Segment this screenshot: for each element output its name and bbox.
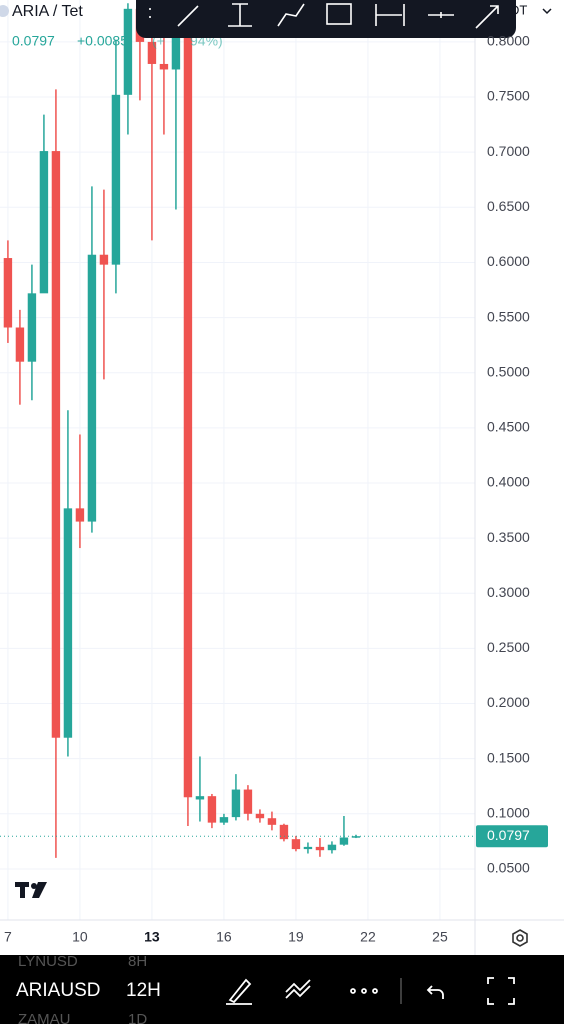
- tv-logo: [15, 882, 47, 898]
- candle-body: [279, 824, 289, 840]
- interval-selector[interactable]: 12H: [126, 980, 161, 1001]
- ghost-symbol: LYNUSD: [18, 953, 78, 970]
- y-tick-label: 0.0500: [487, 860, 530, 876]
- bottom-bar: [0, 955, 564, 1024]
- candle-body: [315, 846, 325, 851]
- x-tick-label: 16: [216, 929, 232, 945]
- vertical-tool[interactable]: [228, 3, 252, 27]
- candle-body: [303, 846, 313, 850]
- y-tick-label: 0.5000: [487, 363, 530, 379]
- x-tick-label: 19: [288, 929, 304, 945]
- x-tick-label: 13: [144, 929, 160, 945]
- candle-body: [219, 817, 229, 823]
- y-tick-label: 0.1000: [487, 805, 530, 821]
- candle-body: [147, 41, 157, 64]
- drawing-toolbar: [136, 0, 516, 38]
- candle-body: [171, 19, 181, 70]
- indicators-button[interactable]: [285, 979, 311, 999]
- x-tick-label: 10: [72, 929, 88, 945]
- y-tick-label: 0.2500: [487, 639, 530, 655]
- candle-body: [15, 327, 25, 362]
- candle-body: [351, 836, 361, 838]
- ghost-interval: 8H: [128, 953, 147, 970]
- y-tick-label: 0.5500: [487, 308, 530, 324]
- y-tick-label: 0.6000: [487, 253, 530, 269]
- candle-body: [99, 254, 109, 265]
- candle-body: [63, 508, 73, 738]
- symbol-icon: [0, 5, 9, 17]
- candle-body: [159, 63, 169, 70]
- candle-body: [243, 789, 253, 814]
- price: 0.0797: [12, 33, 55, 49]
- candle-body: [3, 258, 13, 328]
- candle-body: [111, 94, 121, 265]
- last-price-box: [476, 825, 548, 848]
- ghost-interval: 1D: [128, 1011, 147, 1024]
- candle-body: [327, 844, 337, 851]
- y-tick-label: 0.3000: [487, 584, 530, 600]
- y-tick-label: 0.2000: [487, 694, 530, 710]
- settings-icon[interactable]: [512, 929, 528, 947]
- chevron[interactable]: [542, 8, 552, 15]
- x-tick-label: 7: [4, 929, 12, 945]
- undo-button[interactable]: [426, 985, 444, 999]
- candle-body: [27, 293, 37, 362]
- candle-body: [339, 837, 349, 845]
- candle-body: [123, 8, 133, 95]
- draw-button[interactable]: [226, 978, 252, 1005]
- candle-body: [231, 789, 241, 818]
- y-tick-label: 0.4500: [487, 419, 530, 435]
- candle-body: [195, 796, 205, 800]
- trend-line-tool[interactable]: [177, 5, 199, 27]
- symbol-title: ARIA / Tet: [12, 3, 83, 20]
- y-tick-label: 0.1500: [487, 749, 530, 765]
- last-price-label: 0.0797: [487, 827, 530, 843]
- y-tick-label: 0.7500: [487, 88, 530, 104]
- arrow-tool[interactable]: [475, 5, 499, 29]
- horizontal-tool[interactable]: [428, 12, 454, 18]
- y-tick-label: 0.6500: [487, 198, 530, 214]
- candle-body: [39, 151, 49, 294]
- range-tool[interactable]: [375, 4, 405, 26]
- path-tool[interactable]: [277, 3, 305, 27]
- rect-tool[interactable]: [326, 3, 352, 25]
- candle-body: [267, 818, 277, 825]
- candle-body: [255, 813, 265, 819]
- candle-body: [51, 151, 61, 738]
- x-tick-label: 25: [432, 929, 448, 945]
- x-tick-label: 22: [360, 929, 376, 945]
- y-tick-label: 0.8000: [487, 33, 530, 49]
- y-tick-label: 0.3500: [487, 529, 530, 545]
- symbol-selector[interactable]: ARIAUSD: [16, 980, 100, 1001]
- candle-body: [183, 19, 193, 798]
- change: +0.0085: [77, 33, 128, 49]
- fullscreen-button[interactable]: [487, 977, 515, 1005]
- y-tick-label: 0.4000: [487, 474, 530, 490]
- candle-body: [207, 796, 217, 823]
- candle-body: [75, 508, 85, 522]
- y-tick-label: 0.7000: [487, 143, 530, 159]
- ghost-symbol: ZAMAU: [18, 1011, 71, 1024]
- candle-body: [291, 839, 301, 850]
- candle-body: [87, 254, 97, 522]
